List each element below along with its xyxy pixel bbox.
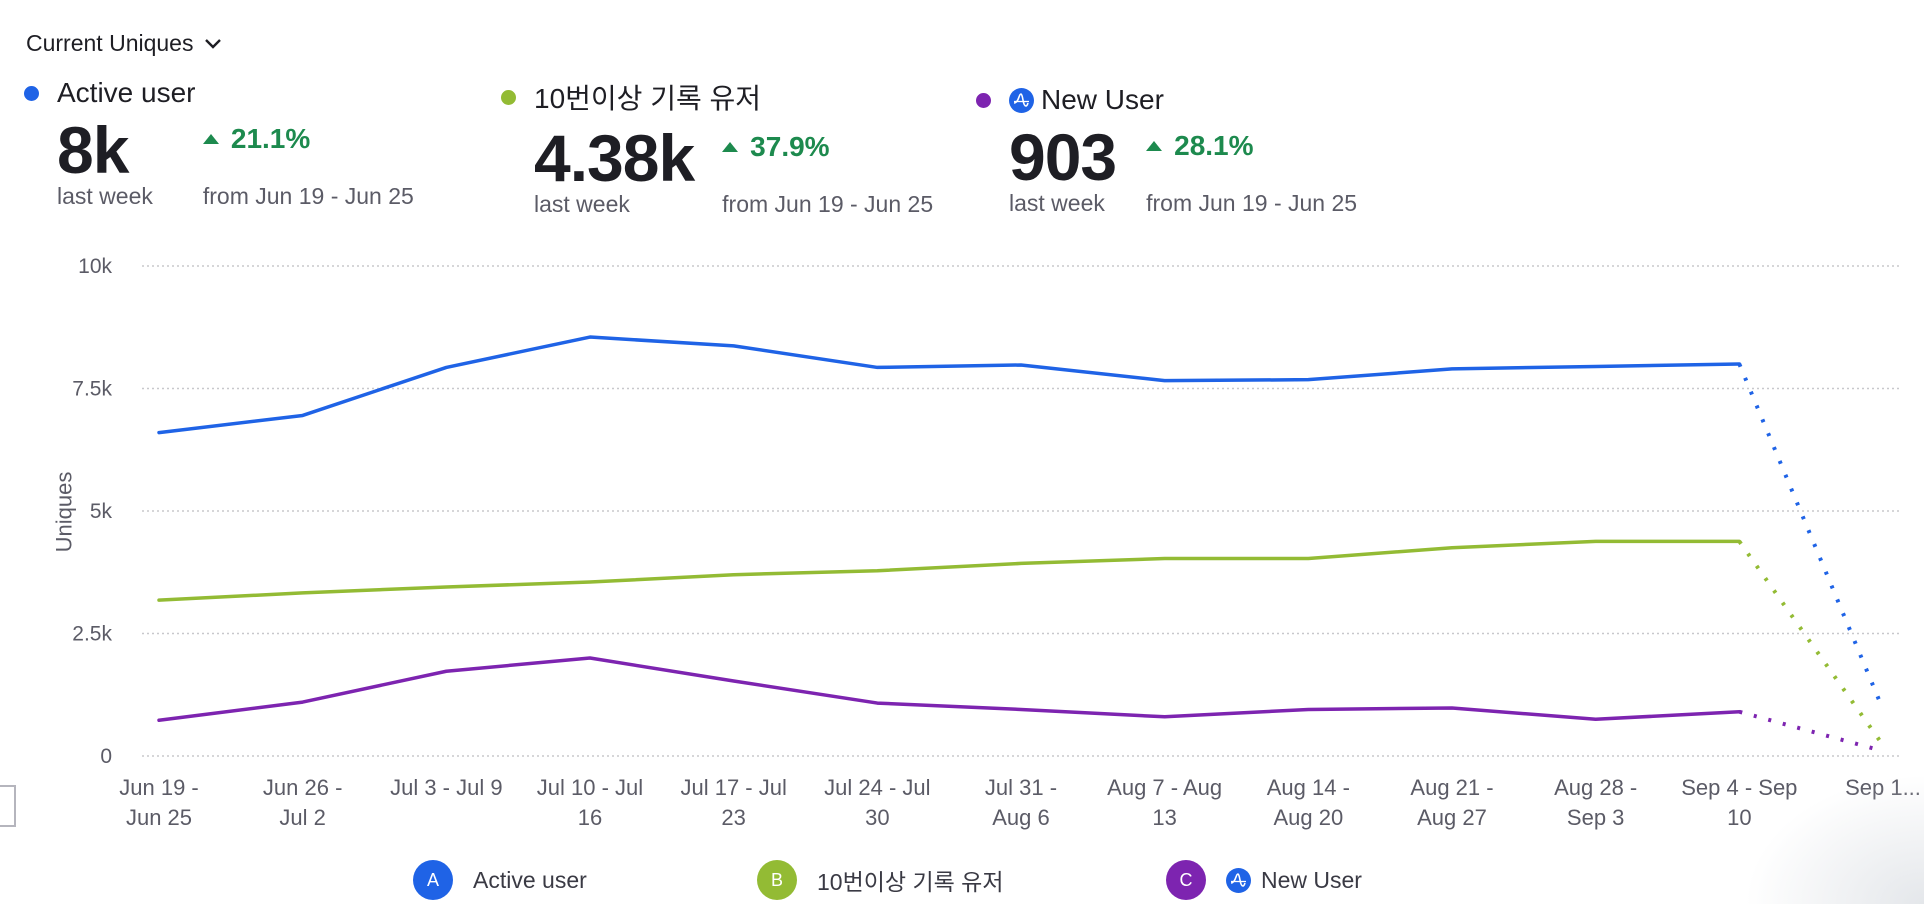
- x-tick-label: 23: [721, 805, 745, 830]
- kpi-change-caption: from Jun 19 - Jun 25: [202, 183, 414, 209]
- legend-label: 10번이상 기록 유저: [817, 869, 1004, 895]
- trend-up-icon: [202, 134, 219, 144]
- chevron-down-icon: [205, 38, 222, 49]
- metric-selector-label: Current Uniques: [26, 30, 194, 56]
- series-line-b: [157, 539, 1742, 602]
- x-tick-label: Aug 6: [992, 805, 1050, 830]
- legend-label: Active user: [473, 866, 587, 893]
- series-color-dot: [501, 89, 516, 105]
- kpi-value: 4.38k: [534, 121, 695, 195]
- x-tick-label: Aug 27: [1417, 805, 1487, 830]
- kpi-series-name: 10번이상 기록 유저: [534, 83, 762, 114]
- amplitude-icon: [1009, 87, 1034, 113]
- legend-badge-b: B: [757, 860, 797, 900]
- kpi-change: 28.1%: [1146, 126, 1357, 166]
- kpi-change: 21.1%: [202, 119, 414, 159]
- kpi-card-10plus-users: 10번이상 기록 유저 4.38k last week 37.9% from J…: [501, 77, 933, 218]
- kpi-change-caption: from Jun 19 - Jun 25: [1146, 190, 1358, 216]
- x-tick-label: Jun 19 -: [119, 775, 199, 800]
- y-tick-label: 7.5k: [72, 378, 112, 401]
- x-tick-label: Sep 4 - Sep: [1681, 775, 1797, 800]
- kpi-series-name: New User: [1041, 84, 1164, 115]
- y-tick-label: 10k: [78, 255, 112, 278]
- x-tick-label: Aug 28 -: [1554, 775, 1637, 800]
- metric-selector-dropdown[interactable]: Current Uniques: [26, 30, 223, 57]
- x-tick-label: Jul 31 -: [985, 775, 1057, 800]
- trend-up-icon: [1146, 141, 1163, 151]
- series-line-a: [157, 335, 1742, 435]
- kpi-value-caption: last week: [534, 191, 630, 217]
- series-color-dot: [976, 92, 991, 108]
- kpi-change-value: 28.1%: [1174, 130, 1254, 161]
- y-tick-label: 2.5k: [72, 623, 112, 646]
- x-tick-label: 30: [865, 805, 889, 830]
- kpi-change-value: 37.9%: [750, 131, 830, 162]
- legend-item-10plus-users[interactable]: B 10번이상 기록 유저: [757, 860, 1003, 900]
- series-incomplete-segment-c: [1738, 709, 1884, 754]
- x-tick-label: 16: [578, 805, 602, 830]
- x-tick-label: Jul 17 - Jul: [680, 775, 786, 800]
- legend-badge-a: A: [413, 860, 453, 900]
- series-color-dot: [24, 85, 39, 101]
- kpi-value-caption: last week: [57, 183, 153, 209]
- x-tick-label: Aug 20: [1273, 805, 1343, 830]
- legend-label: New User: [1261, 866, 1362, 893]
- x-tick-label: Jun 25: [126, 805, 192, 830]
- series-incomplete-segment-a: [1737, 363, 1885, 711]
- kpi-card-active-user: Active user 8k last week 21.1% from Jun …: [24, 77, 414, 210]
- amplitude-icon: [1226, 867, 1251, 893]
- kpi-value-caption: last week: [1009, 190, 1105, 216]
- x-tick-label: 13: [1152, 805, 1176, 830]
- kpi-change-caption: from Jun 19 - Jun 25: [722, 191, 934, 217]
- legend-item-active-user[interactable]: A Active user: [413, 860, 587, 900]
- x-tick-label: Jun 26 -: [263, 775, 343, 800]
- series-incomplete-segment-b: [1737, 540, 1885, 747]
- kpi-card-new-user: New User 903 last week 28.1% from Jun 19…: [976, 84, 1357, 217]
- y-axis-label: Uniques: [51, 471, 77, 553]
- trend-up-icon: [722, 142, 739, 152]
- x-tick-label: Jul 10 - Jul: [537, 775, 643, 800]
- kpi-change: 37.9%: [722, 127, 933, 167]
- kpi-change-value: 21.1%: [230, 123, 311, 154]
- x-tick-label: Sep 3: [1567, 805, 1625, 830]
- x-tick-label: Jul 3 - Jul 9: [390, 775, 503, 800]
- x-tick-label: Aug 14 -: [1267, 775, 1350, 800]
- series-line-c: [157, 656, 1742, 722]
- legend-item-new-user[interactable]: C New User: [1166, 860, 1362, 900]
- legend-badge-c: C: [1166, 860, 1206, 900]
- kpi-value: 8k: [57, 113, 129, 187]
- x-tick-label: Aug 21 -: [1410, 775, 1493, 800]
- kpi-value: 903: [1009, 120, 1117, 194]
- x-tick-label: Jul 2: [279, 805, 325, 830]
- x-tick-label: Sep 1...: [1845, 775, 1921, 800]
- x-tick-label: 10: [1727, 805, 1751, 830]
- x-tick-label: Jul 24 - Jul: [824, 775, 930, 800]
- y-tick-label: 0: [100, 745, 112, 768]
- collapse-handle[interactable]: [0, 785, 16, 827]
- y-tick-label: 5k: [90, 500, 113, 523]
- kpi-series-name: Active user: [57, 77, 196, 108]
- x-tick-label: Aug 7 - Aug: [1107, 775, 1222, 800]
